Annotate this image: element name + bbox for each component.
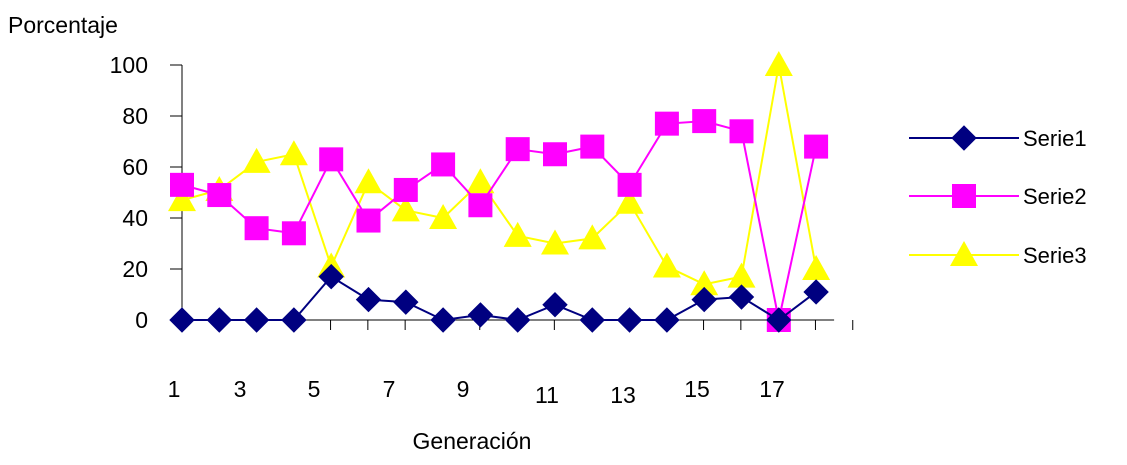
- data-point: [168, 186, 196, 212]
- x-tick-label: 5: [308, 376, 321, 402]
- x-axis-title: Generación: [413, 428, 532, 454]
- data-point: [354, 168, 383, 194]
- data-point: [207, 183, 232, 208]
- x-tick-label: 3: [234, 376, 247, 402]
- legend-item: Serie1: [909, 125, 1087, 151]
- legend-label: Serie2: [1023, 184, 1087, 209]
- data-point: [615, 188, 644, 214]
- data-point: [466, 168, 495, 194]
- data-point: [430, 307, 456, 333]
- data-point: [355, 286, 382, 313]
- data-point: [281, 221, 306, 246]
- data-point: [429, 204, 458, 229]
- data-point: [766, 307, 792, 333]
- data-point: [393, 289, 419, 315]
- data-point: [431, 152, 456, 177]
- data-point: [319, 147, 344, 172]
- data-point: [690, 270, 719, 296]
- data-point: [579, 307, 606, 333]
- data-point: [543, 142, 567, 167]
- y-axis-title: Porcentaje: [8, 12, 118, 38]
- legend-marker: [951, 125, 977, 151]
- data-point: [356, 208, 381, 233]
- x-tick-label: 7: [383, 376, 396, 402]
- legend-label: Serie3: [1023, 243, 1087, 268]
- data-point: [541, 229, 569, 255]
- x-tick-label: 11: [535, 382, 559, 408]
- series-line: [181, 64, 818, 286]
- data-point: [691, 286, 717, 313]
- data-point: [802, 255, 831, 280]
- series-Serie1: [169, 263, 829, 333]
- data-point: [692, 109, 717, 134]
- data-point: [281, 307, 307, 333]
- y-tick-label: 40: [122, 205, 148, 231]
- series-layer: [168, 51, 831, 333]
- x-tick-label: 9: [457, 376, 470, 402]
- data-point: [578, 224, 607, 250]
- data-point: [170, 172, 194, 197]
- data-point: [244, 216, 269, 241]
- legend: Serie1 Serie2 Serie3: [909, 125, 1087, 268]
- data-point: [206, 307, 233, 333]
- series-Serie3: [168, 51, 831, 296]
- data-point: [242, 147, 271, 173]
- data-point: [616, 307, 643, 333]
- data-point: [318, 263, 344, 290]
- legend-item: Serie2: [909, 184, 1087, 209]
- legend-item: Serie3: [909, 241, 1087, 268]
- data-point: [728, 284, 755, 310]
- data-point: [504, 307, 531, 333]
- data-point: [654, 307, 680, 333]
- data-point: [729, 119, 754, 144]
- legend-label: Serie1: [1023, 126, 1087, 151]
- series-line: [181, 120, 818, 321]
- y-tick-label: 60: [122, 154, 148, 180]
- data-point: [169, 307, 195, 333]
- legend-marker: [950, 241, 978, 266]
- data-point: [243, 307, 270, 333]
- x-tick-label: 15: [684, 376, 710, 402]
- data-point: [505, 137, 530, 162]
- x-tick-label: 13: [610, 382, 636, 408]
- data-point: [391, 196, 420, 222]
- data-point: [727, 262, 756, 288]
- data-point: [652, 252, 681, 278]
- data-point: [467, 302, 494, 328]
- y-tick-label: 80: [122, 103, 148, 129]
- data-point: [654, 111, 679, 136]
- x-tick-label: 1: [168, 376, 181, 402]
- y-tick-label: 20: [122, 256, 148, 282]
- y-tick-label: 100: [110, 52, 148, 78]
- data-point: [580, 134, 605, 159]
- data-point: [764, 51, 793, 76]
- data-point: [542, 291, 568, 318]
- data-point: [617, 172, 642, 197]
- data-point: [468, 193, 493, 218]
- data-point: [804, 134, 829, 159]
- y-tick-label: 0: [135, 307, 148, 333]
- data-point: [393, 177, 418, 202]
- legend-marker: [952, 184, 976, 208]
- x-tick-label: 17: [759, 376, 785, 402]
- data-point: [803, 279, 829, 305]
- series-line: [182, 275, 817, 322]
- data-point: [503, 221, 532, 247]
- data-point: [279, 140, 308, 166]
